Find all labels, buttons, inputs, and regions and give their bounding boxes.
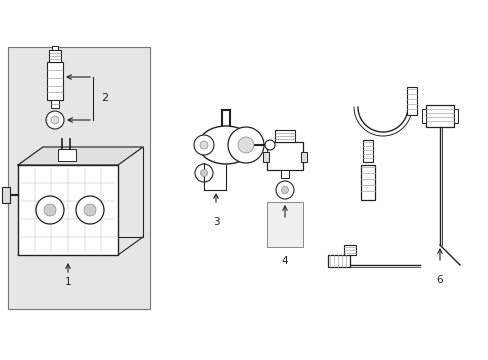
Bar bbox=[281, 170, 288, 178]
Bar bbox=[327, 255, 349, 267]
Ellipse shape bbox=[198, 126, 253, 164]
Text: 4: 4 bbox=[281, 256, 288, 266]
Circle shape bbox=[36, 196, 64, 224]
Circle shape bbox=[281, 186, 288, 194]
Bar bbox=[263, 152, 268, 162]
Bar bbox=[51, 100, 59, 108]
Bar bbox=[47, 62, 63, 100]
Bar bbox=[343, 245, 355, 255]
Bar bbox=[266, 202, 303, 247]
Bar bbox=[360, 165, 374, 200]
Bar bbox=[8, 47, 150, 309]
Bar bbox=[421, 109, 425, 123]
Bar bbox=[301, 152, 306, 162]
Circle shape bbox=[194, 135, 214, 155]
Text: 6: 6 bbox=[436, 275, 443, 285]
Bar bbox=[49, 50, 61, 62]
Circle shape bbox=[76, 196, 104, 224]
Polygon shape bbox=[18, 147, 142, 165]
Bar bbox=[425, 105, 453, 127]
Circle shape bbox=[227, 127, 264, 163]
Circle shape bbox=[200, 170, 207, 176]
Bar bbox=[453, 109, 457, 123]
Bar bbox=[266, 142, 303, 170]
Circle shape bbox=[44, 204, 56, 216]
Circle shape bbox=[264, 140, 274, 150]
Text: 3: 3 bbox=[212, 217, 219, 227]
Bar bbox=[58, 149, 76, 161]
Text: 1: 1 bbox=[64, 277, 71, 287]
Circle shape bbox=[200, 141, 207, 149]
Text: 2: 2 bbox=[101, 93, 108, 103]
Bar bbox=[18, 165, 118, 255]
Bar bbox=[274, 130, 294, 142]
Text: 5: 5 bbox=[364, 180, 370, 190]
Bar bbox=[406, 87, 416, 115]
Circle shape bbox=[84, 204, 96, 216]
Circle shape bbox=[275, 181, 293, 199]
Circle shape bbox=[51, 116, 59, 124]
Bar bbox=[2, 187, 10, 203]
Circle shape bbox=[195, 164, 213, 182]
Circle shape bbox=[46, 111, 64, 129]
Bar bbox=[362, 140, 372, 162]
Circle shape bbox=[238, 137, 253, 153]
Bar bbox=[52, 46, 58, 50]
